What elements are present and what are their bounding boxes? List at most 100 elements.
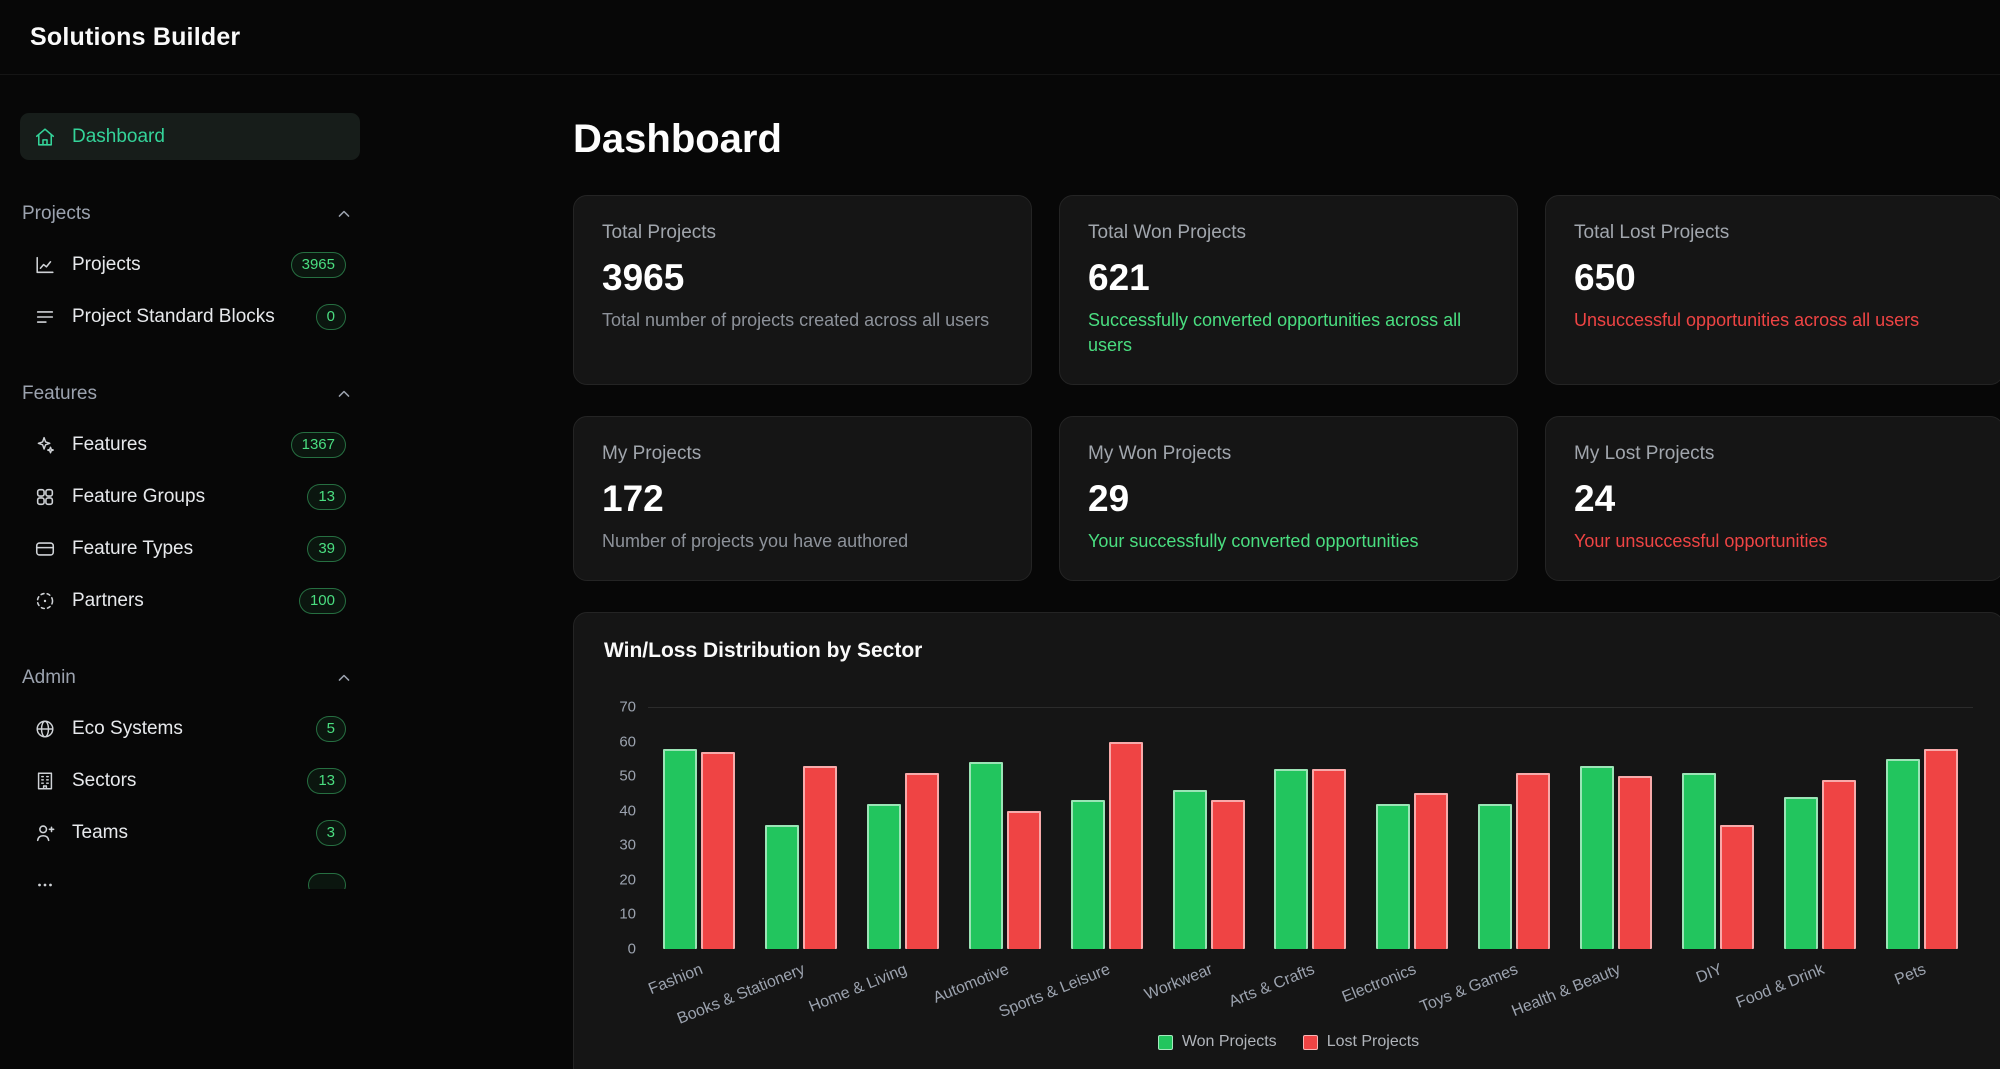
sidebar-section-header-projects[interactable]: Projects	[20, 202, 360, 226]
section-label: Admin	[22, 667, 76, 688]
won-bar	[764, 824, 799, 949]
sidebar-item-partial[interactable]	[20, 862, 360, 889]
won-bar	[1886, 758, 1921, 949]
sidebar-item-dashboard[interactable]: Dashboard	[20, 113, 360, 160]
sidebar-section-header-admin[interactable]: Admin	[20, 666, 360, 690]
won-bar	[1274, 769, 1309, 949]
legend-label: Lost Projects	[1326, 1033, 1420, 1050]
lost-bar	[1822, 779, 1857, 949]
sidebar-item-features[interactable]: Features 1367	[20, 422, 360, 468]
won-bar	[968, 762, 1003, 949]
lines-icon	[34, 306, 56, 328]
stat-label: Total Lost Projects	[1574, 222, 1730, 243]
count-badge	[308, 873, 346, 889]
y-axis-tick: 20	[619, 871, 636, 889]
grid-icon	[34, 486, 56, 508]
stat-card-my-projects: My Projects 172 Number of projects you h…	[573, 416, 1032, 581]
stat-label: My Projects	[602, 443, 702, 464]
legend-label: Won Projects	[1181, 1033, 1277, 1050]
bar-group: Workwear	[1142, 789, 1245, 1004]
globe-icon	[34, 718, 56, 740]
lost-bar	[904, 772, 939, 949]
count-badge: 39	[307, 535, 346, 563]
sidebar-section-header-features[interactable]: Features	[20, 382, 360, 406]
app-title: Solutions Builder	[30, 22, 241, 51]
won-bar	[1682, 772, 1717, 949]
sidebar-item-label: Sectors	[72, 770, 137, 791]
won-bar	[1070, 800, 1105, 949]
sidebar-item-sectors[interactable]: Sectors 13	[20, 758, 360, 804]
page-title: Dashboard	[573, 117, 782, 161]
count-badge: 100	[298, 587, 346, 615]
x-axis-label: Health & Beauty	[1509, 961, 1623, 1021]
chevron-up-icon	[334, 204, 354, 224]
card-icon	[34, 538, 56, 560]
sidebar-item-label: Partners	[72, 590, 144, 611]
x-axis-label: Toys & Games	[1417, 961, 1521, 1016]
lost-bar	[1006, 810, 1041, 949]
bar-group: Fashion	[646, 748, 735, 998]
sidebar-section-features: Features Features 1367 Featur	[20, 382, 360, 624]
stat-description: Unsuccessful opportunities across all us…	[1574, 310, 1920, 330]
stat-value: 24	[1574, 478, 1616, 519]
bar-group: Arts & Crafts	[1226, 769, 1347, 1011]
stat-value: 29	[1088, 478, 1130, 519]
stat-value: 621	[1088, 257, 1150, 298]
legend-item[interactable]: Won Projects	[1157, 1033, 1277, 1051]
sidebar-item-eco-systems[interactable]: Eco Systems 5	[20, 706, 360, 752]
stat-description: Total number of projects created across …	[602, 310, 990, 330]
chevron-up-icon	[334, 668, 354, 688]
bar-group: Electronics	[1340, 793, 1449, 1006]
stat-value: 172	[602, 478, 664, 519]
x-axis-label: Workwear	[1142, 961, 1215, 1004]
sidebar-item-feature-types[interactable]: Feature Types 39	[20, 526, 360, 572]
sidebar-item-teams[interactable]: Teams 3	[20, 810, 360, 856]
x-axis-label: Arts & Crafts	[1226, 961, 1317, 1011]
stat-label: My Lost Projects	[1574, 443, 1715, 464]
stat-card-total-projects: Total Projects 3965 Total number of proj…	[573, 195, 1032, 385]
chevron-up-icon	[334, 384, 354, 404]
sidebar-item-partners[interactable]: Partners 100	[20, 578, 360, 624]
sparkles-icon	[34, 434, 56, 456]
sidebar-item-projects[interactable]: Projects 3965	[20, 242, 360, 288]
sidebar: Dashboard Projects Projects 3965	[0, 75, 380, 1069]
won-bar	[866, 803, 901, 949]
lost-bar	[1720, 824, 1755, 949]
count-badge: 0	[315, 303, 346, 331]
lost-bar	[1108, 741, 1143, 949]
lost-bar	[1516, 772, 1551, 949]
x-axis-label: Home & Living	[806, 961, 910, 1016]
lost-bar	[1618, 776, 1653, 949]
stat-value: 650	[1574, 257, 1636, 298]
lost-bar	[700, 751, 735, 949]
bar-group: Health & Beauty	[1509, 765, 1653, 1020]
stat-description: Number of projects you have authored	[602, 531, 909, 551]
won-bar	[1478, 803, 1513, 949]
stat-card-total-won-projects: Total Won Projects 621 Successfully conv…	[1059, 195, 1518, 385]
chart-icon	[34, 254, 56, 276]
y-axis-tick: 70	[619, 698, 636, 716]
bar-group: Pets	[1886, 748, 1959, 989]
bar-group: Sports & Leisure	[997, 741, 1143, 1021]
stat-label: Total Projects	[602, 222, 717, 243]
chart-title: Win/Loss Distribution by Sector	[604, 639, 923, 662]
x-axis-label: DIY	[1693, 961, 1725, 987]
lost-bar	[1312, 769, 1347, 949]
legend-item[interactable]: Lost Projects	[1302, 1033, 1420, 1051]
legend-swatch	[1157, 1034, 1173, 1050]
stat-label: Total Won Projects	[1088, 222, 1247, 243]
chart-area: 0 10 20 30 40 50 60 70 Fashion Books & Stationer…	[604, 699, 1973, 1028]
sidebar-item-feature-groups[interactable]: Feature Groups 13	[20, 474, 360, 520]
sidebar-item-label: Eco Systems	[72, 718, 183, 739]
sidebar-item-label: Project Standard Blocks	[72, 306, 275, 327]
sidebar-item-label: Teams	[72, 822, 128, 843]
sidebar-section-admin: Admin Eco Systems 5 Sectors	[20, 666, 360, 889]
y-axis-tick: 0	[627, 940, 636, 958]
y-axis-tick: 50	[619, 767, 636, 785]
sidebar-item-project-standard-blocks[interactable]: Project Standard Blocks 0	[20, 294, 360, 340]
sidebar-item-label: Feature Groups	[72, 486, 206, 507]
sidebar-item-label: Dashboard	[72, 125, 165, 147]
x-axis-label: Electronics	[1339, 961, 1419, 1007]
stat-card-total-lost-projects: Total Lost Projects 650 Unsuccessful opp…	[1545, 195, 2000, 385]
